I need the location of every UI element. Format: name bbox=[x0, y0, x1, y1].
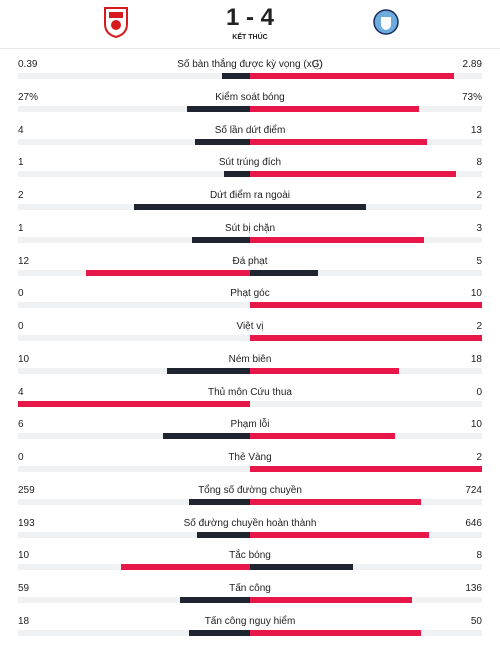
stat-label: Tấn công nguy hiểm bbox=[204, 615, 296, 627]
away-value: 2.89 bbox=[462, 59, 482, 70]
away-bar bbox=[250, 629, 421, 636]
divider bbox=[0, 48, 500, 49]
away-value: 73% bbox=[461, 91, 482, 103]
home-value: 0 bbox=[18, 452, 24, 464]
stat-label: Sút bị chặn bbox=[224, 222, 276, 234]
away-bar bbox=[250, 269, 319, 276]
home-bar bbox=[187, 105, 250, 112]
home-value: 1 bbox=[18, 222, 24, 234]
home-bar bbox=[195, 138, 250, 145]
away-value: 8 bbox=[476, 157, 482, 169]
home-bar bbox=[163, 433, 250, 440]
home-bar bbox=[86, 269, 250, 276]
stat-label: Thẻ Vàng bbox=[228, 452, 272, 464]
away-logo bbox=[373, 9, 399, 35]
stat-label: Dứt điểm ra ngoài bbox=[209, 190, 291, 202]
away-value: 136 bbox=[465, 583, 482, 595]
away-value: 10 bbox=[470, 288, 482, 300]
away-value: 18 bbox=[470, 353, 482, 365]
home-bar bbox=[18, 400, 250, 407]
stat-label: Tắc bóng bbox=[229, 550, 271, 562]
away-bar bbox=[250, 433, 395, 440]
stat-label: Phạm lỗi bbox=[230, 419, 270, 431]
away-value: 13 bbox=[470, 124, 482, 136]
away-bar bbox=[250, 204, 366, 211]
stat-label: Số đường chuyền hoàn thành bbox=[183, 517, 317, 529]
home-bar bbox=[121, 564, 250, 571]
home-value: 259 bbox=[18, 484, 35, 496]
home-value: 10 bbox=[18, 550, 30, 562]
away-value: 2 bbox=[476, 452, 482, 464]
stat-label: Tổng số đường chuyền bbox=[198, 484, 302, 496]
home-value: 0 bbox=[18, 321, 24, 333]
stat-label: Tấn công bbox=[229, 583, 271, 595]
home-value: 2 bbox=[18, 190, 24, 202]
home-value: 10 bbox=[18, 353, 30, 365]
home-bar bbox=[179, 597, 250, 604]
home-value: 0 bbox=[18, 288, 24, 300]
home-bar bbox=[188, 498, 250, 505]
away-value: 0 bbox=[476, 386, 482, 398]
away-value: 50 bbox=[470, 615, 482, 627]
home-value: 0.39 bbox=[18, 59, 38, 70]
stat-label: Đá phạt bbox=[232, 255, 268, 267]
home-value: 193 bbox=[18, 517, 35, 529]
home-value: 6 bbox=[18, 419, 24, 431]
home-bar bbox=[134, 204, 250, 211]
stat-label: Số bàn thắng được kỳ vọng (xG) bbox=[177, 59, 323, 70]
away-value: 3 bbox=[476, 222, 482, 234]
away-bar bbox=[250, 302, 482, 309]
home-value: 4 bbox=[18, 124, 24, 136]
away-value: 5 bbox=[476, 255, 482, 267]
match-status: KẾT THÚC bbox=[232, 34, 268, 41]
away-bar bbox=[250, 73, 455, 79]
away-value: 2 bbox=[476, 190, 482, 202]
away-bar bbox=[250, 105, 420, 112]
home-bar bbox=[222, 73, 250, 79]
info-icon[interactable] bbox=[312, 59, 323, 70]
away-bar bbox=[250, 597, 412, 604]
away-bar bbox=[250, 171, 457, 178]
stat-label: Kiểm soát bóng bbox=[215, 91, 285, 103]
away-value: 2 bbox=[476, 321, 482, 333]
home-value: 27% bbox=[18, 91, 39, 103]
away-value: 724 bbox=[465, 484, 482, 496]
bar-track bbox=[18, 400, 482, 407]
home-value: 12 bbox=[18, 255, 30, 267]
home-value: 1 bbox=[18, 157, 24, 169]
away-bar bbox=[250, 466, 482, 473]
stat-label: Việt vị bbox=[236, 321, 264, 333]
stat-label: Số lần dứt điểm bbox=[214, 124, 286, 136]
home-value: 18 bbox=[18, 615, 30, 627]
stat-label: Sút trúng đích bbox=[218, 157, 282, 169]
stat-label: Ném biên bbox=[228, 353, 272, 365]
away-bar bbox=[250, 531, 429, 538]
score: 1 - 4 bbox=[225, 4, 275, 31]
stat-label: Thủ môn Cứu thua bbox=[208, 386, 292, 398]
away-bar bbox=[250, 564, 354, 571]
home-bar bbox=[224, 171, 250, 178]
away-value: 8 bbox=[476, 550, 482, 562]
away-bar bbox=[250, 138, 428, 145]
home-bar bbox=[167, 367, 250, 374]
away-bar bbox=[250, 498, 421, 505]
home-bar bbox=[188, 629, 250, 636]
away-bar bbox=[250, 335, 482, 342]
home-logo bbox=[104, 7, 128, 38]
away-bar bbox=[250, 367, 400, 374]
stat-label: Phạt góc bbox=[230, 288, 270, 300]
away-value: 10 bbox=[470, 419, 482, 431]
away-bar bbox=[250, 236, 424, 243]
home-bar bbox=[196, 531, 250, 538]
home-bar bbox=[192, 236, 250, 243]
home-value: 4 bbox=[18, 386, 24, 398]
away-value: 646 bbox=[465, 517, 482, 529]
home-value: 59 bbox=[18, 583, 30, 595]
